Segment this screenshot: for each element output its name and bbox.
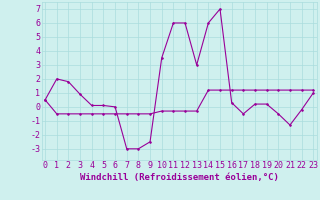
X-axis label: Windchill (Refroidissement éolien,°C): Windchill (Refroidissement éolien,°C) [80,173,279,182]
